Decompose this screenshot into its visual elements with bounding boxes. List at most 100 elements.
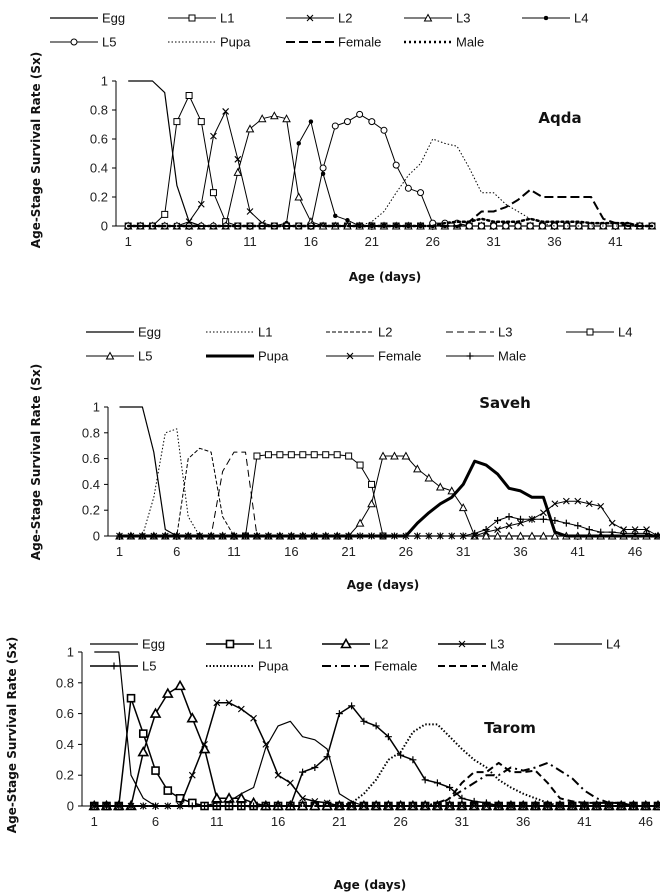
series-l5	[124, 110, 656, 230]
data-point	[378, 451, 388, 460]
data-point	[421, 776, 429, 784]
data-point	[173, 118, 181, 126]
data-point	[514, 222, 522, 230]
x-axis-title: Age (days)	[347, 578, 419, 592]
legend-item-pupa: Pupa	[206, 349, 289, 364]
y-tick-label: 0	[67, 799, 74, 814]
x-tick-label: 41	[571, 544, 585, 559]
data-point	[470, 797, 478, 805]
legend-marker	[543, 15, 549, 21]
x-tick-label: 21	[341, 544, 355, 559]
data-point	[458, 794, 466, 802]
x-tick-label: 31	[486, 234, 500, 249]
legend-label: Pupa	[220, 35, 251, 50]
legend-item-l2: L2	[322, 637, 388, 652]
data-point	[262, 741, 270, 748]
legend: Egg L1 L2 L3 L4 L5 Pupa Female Male	[50, 11, 588, 50]
chart-tarom: 00.20.40.60.811 6 11 16 21 26 31 36 41 46TaromAge…	[5, 637, 660, 892]
data-point	[526, 222, 534, 230]
data-point	[115, 532, 123, 540]
y-tick-label: 0.6	[82, 451, 100, 466]
data-point	[551, 500, 559, 508]
data-point	[209, 189, 217, 197]
data-point	[392, 161, 400, 169]
legend-marker	[466, 352, 474, 360]
legend-label: Male	[456, 35, 484, 50]
data-point	[127, 532, 135, 540]
data-point	[574, 522, 582, 530]
data-point	[631, 526, 639, 533]
data-point	[186, 712, 199, 723]
data-point	[222, 108, 230, 115]
data-point	[333, 451, 341, 459]
data-point	[360, 717, 368, 725]
legend-item-female: Female	[326, 349, 421, 364]
legend-label: L3	[490, 637, 504, 652]
data-point	[253, 452, 261, 460]
data-point	[519, 802, 527, 810]
x-tick-label: 6	[152, 814, 159, 829]
series-line	[128, 110, 652, 227]
legend-item-pupa: Pupa	[168, 35, 251, 50]
series-line	[94, 702, 658, 807]
series-line	[128, 113, 652, 227]
data-point	[380, 126, 388, 134]
chart-title: Tarom	[484, 719, 536, 737]
legend-label: Egg	[142, 637, 165, 652]
legend-item-male: Male	[438, 659, 518, 674]
data-point	[539, 531, 548, 540]
data-point	[299, 532, 307, 540]
data-point	[196, 532, 204, 540]
legend-item-l3: L3	[438, 637, 504, 652]
data-point	[319, 164, 327, 172]
data-point	[390, 451, 399, 460]
data-point	[490, 222, 498, 230]
chart-title: Saveh	[479, 394, 531, 412]
legend-label: Female	[378, 349, 421, 364]
data-point	[264, 451, 272, 459]
y-tick-label: 0.6	[90, 132, 108, 147]
data-point	[185, 92, 193, 99]
data-point	[345, 532, 353, 540]
y-tick-label: 1	[93, 400, 100, 415]
series-male	[94, 761, 658, 807]
x-tick-label: 11	[227, 544, 241, 559]
data-point	[210, 792, 223, 803]
legend-label: L4	[618, 325, 632, 340]
data-point	[230, 532, 238, 540]
x-axis-title: Age (days)	[334, 878, 406, 892]
legend-item-l4: L4	[566, 325, 632, 340]
series-l5	[90, 702, 660, 810]
data-point	[505, 522, 513, 530]
series-l2	[119, 447, 658, 537]
data-point	[471, 529, 479, 537]
data-point	[404, 184, 412, 192]
y-tick-label: 1	[101, 74, 108, 89]
series-l1	[119, 428, 658, 537]
data-point	[368, 532, 376, 540]
legend-item-egg: Egg	[86, 325, 161, 340]
data-point	[184, 532, 192, 540]
legend-label: Egg	[138, 325, 161, 340]
data-point	[213, 699, 221, 707]
data-point	[207, 532, 215, 540]
data-point	[210, 132, 217, 140]
legend-label: L2	[338, 11, 352, 26]
data-point	[507, 802, 515, 810]
legend: Egg L1 L2 L3 L4 L5 Pupa Female Male	[90, 637, 620, 674]
legend-item-l1: L1	[206, 637, 272, 652]
data-point	[310, 451, 318, 459]
data-point	[643, 529, 651, 537]
y-axis-title: Age-Stage Survival Rate (Sx)	[29, 364, 43, 560]
legend-marker	[340, 637, 352, 649]
legend: Egg L1 L2 L3 L4 L5 Pupa Female Male	[86, 325, 632, 364]
series-pupa	[94, 723, 658, 807]
data-point	[276, 451, 284, 459]
data-point	[504, 531, 514, 540]
data-point	[597, 502, 605, 510]
series-line	[94, 705, 658, 807]
data-point	[356, 461, 364, 469]
data-point	[550, 531, 560, 540]
legend-label: Male	[498, 349, 526, 364]
data-point	[433, 779, 441, 787]
